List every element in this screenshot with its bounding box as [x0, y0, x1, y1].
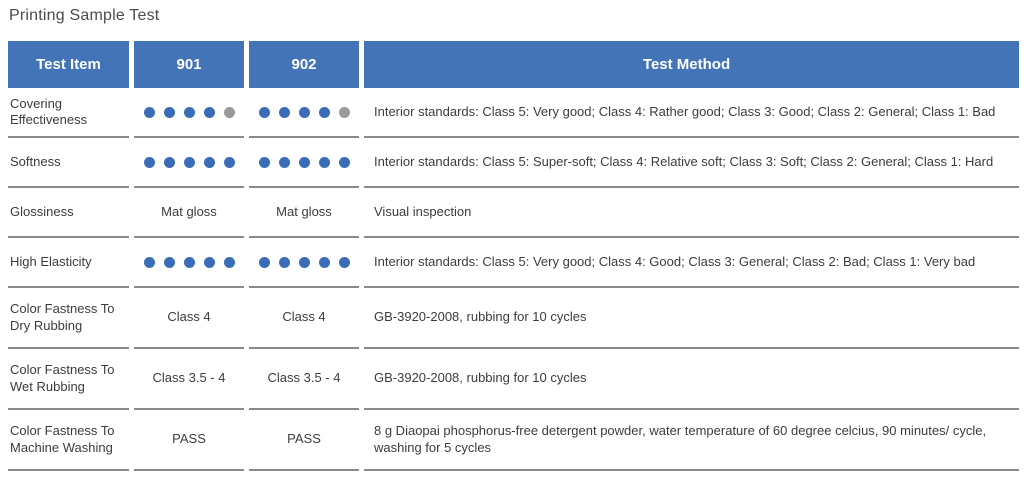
rating-dots	[143, 106, 235, 118]
rating-cell	[249, 138, 359, 188]
value-cell: PASS	[249, 410, 359, 471]
rating-dot-empty	[338, 106, 350, 118]
rating-dot-filled	[278, 256, 290, 268]
rating-dot-filled	[203, 156, 215, 168]
value-cell: Class 4	[134, 288, 244, 349]
table-row: Covering Effectiveness Interior standards…	[8, 88, 1019, 138]
test-method-cell: GB-3920-2008, rubbing for 10 cycles	[364, 288, 1019, 349]
test-item-cell: Color Fastness To Machine Washing	[8, 410, 129, 471]
rating-dot-filled	[338, 156, 350, 168]
rating-dot-filled	[258, 256, 270, 268]
rating-dots	[258, 106, 350, 118]
table-row: High Elasticity Interior standards: Class…	[8, 238, 1019, 288]
table-row: Color Fastness To Machine Washing PASS PAS…	[8, 410, 1019, 471]
rating-dot-filled	[143, 106, 155, 118]
rating-dots	[143, 156, 235, 168]
test-item-cell: Color Fastness To Dry Rubbing	[8, 288, 129, 349]
rating-dot-filled	[298, 256, 310, 268]
table-row: Color Fastness To Wet Rubbing Class 3.5 -…	[8, 349, 1019, 410]
test-item-cell: Color Fastness To Wet Rubbing	[8, 349, 129, 410]
rating-dot-empty	[223, 106, 235, 118]
test-item-cell: Softness	[8, 138, 129, 188]
rating-cell	[249, 88, 359, 138]
value-cell: Mat gloss	[134, 188, 244, 238]
rating-dot-filled	[203, 256, 215, 268]
rating-dot-filled	[223, 156, 235, 168]
rating-dot-filled	[183, 156, 195, 168]
test-method-cell: GB-3920-2008, rubbing for 10 cycles	[364, 349, 1019, 410]
table-row: Softness Interior standards: Class 5: Sup…	[8, 138, 1019, 188]
spec-table: Test Item 901 902 Test Method Covering E…	[8, 41, 1019, 471]
rating-dots	[258, 256, 350, 268]
rating-dot-filled	[183, 256, 195, 268]
rating-dot-filled	[278, 106, 290, 118]
rating-dot-filled	[298, 106, 310, 118]
rating-dot-filled	[143, 256, 155, 268]
rating-dot-filled	[318, 156, 330, 168]
page-title: Printing Sample Test	[9, 7, 160, 24]
rating-dot-filled	[318, 256, 330, 268]
table-row: Glossiness Mat gloss Mat gloss Visual inspe…	[8, 188, 1019, 238]
rating-dot-filled	[258, 156, 270, 168]
test-item-cell: High Elasticity	[8, 238, 129, 288]
table-header-row: Test Item 901 902 Test Method	[8, 41, 1019, 88]
rating-cell	[134, 88, 244, 138]
rating-dot-filled	[223, 256, 235, 268]
table-row: Color Fastness To Dry Rubbing Class 4 Clas…	[8, 288, 1019, 349]
table-body: Covering Effectiveness Interior standards…	[8, 88, 1019, 471]
header-cell-902: 902	[249, 41, 359, 88]
value-cell: Mat gloss	[249, 188, 359, 238]
test-item-cell: Glossiness	[8, 188, 129, 238]
rating-dot-filled	[258, 106, 270, 118]
test-item-cell: Covering Effectiveness	[8, 88, 129, 138]
rating-dot-filled	[163, 106, 175, 118]
rating-dot-filled	[143, 156, 155, 168]
rating-dot-filled	[183, 106, 195, 118]
value-cell: Class 3.5 - 4	[134, 349, 244, 410]
test-method-cell: Visual inspection	[364, 188, 1019, 238]
rating-cell	[134, 138, 244, 188]
test-method-cell: 8 g Diaopai phosphorus-free detergent po…	[364, 410, 1019, 471]
header-cell-test-method: Test Method	[364, 41, 1019, 88]
test-method-cell: Interior standards: Class 5: Very good; …	[364, 238, 1019, 288]
value-cell: PASS	[134, 410, 244, 471]
rating-dot-filled	[163, 156, 175, 168]
rating-dot-filled	[278, 156, 290, 168]
value-cell: Class 3.5 - 4	[249, 349, 359, 410]
rating-dot-filled	[338, 256, 350, 268]
test-method-cell: Interior standards: Class 5: Super-soft;…	[364, 138, 1019, 188]
header-cell-901: 901	[134, 41, 244, 88]
rating-dots	[143, 256, 235, 268]
rating-dot-filled	[318, 106, 330, 118]
rating-dot-filled	[203, 106, 215, 118]
test-method-cell: Interior standards: Class 5: Very good; …	[364, 88, 1019, 138]
rating-cell	[249, 238, 359, 288]
rating-cell	[134, 238, 244, 288]
rating-dot-filled	[163, 256, 175, 268]
rating-dots	[258, 156, 350, 168]
value-cell: Class 4	[249, 288, 359, 349]
header-cell-test-item: Test Item	[8, 41, 129, 88]
rating-dot-filled	[298, 156, 310, 168]
